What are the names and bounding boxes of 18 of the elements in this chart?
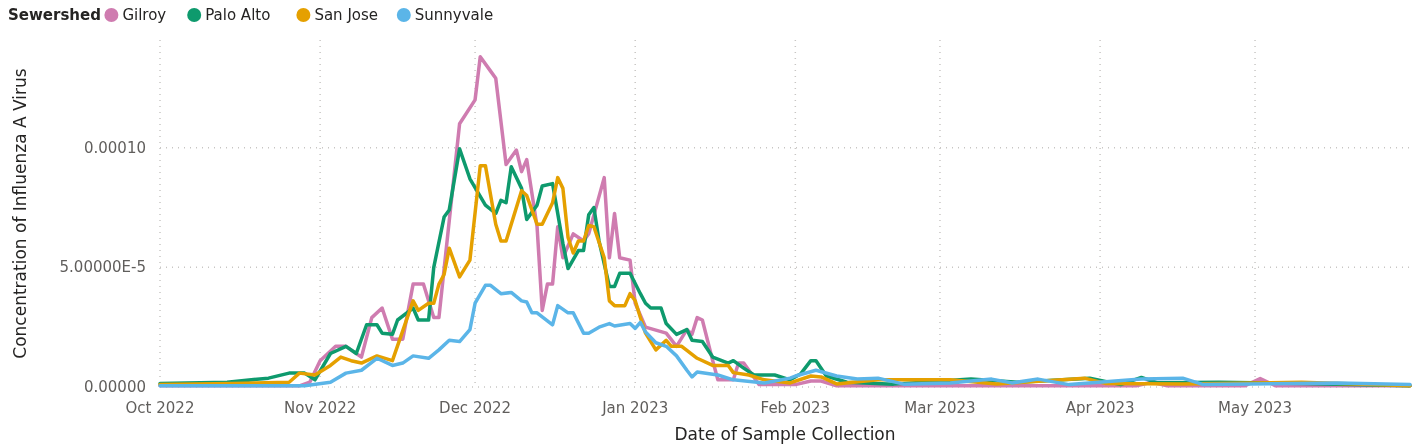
legend-label: San Jose — [314, 6, 379, 24]
x-tick-label: Dec 2022 — [439, 399, 512, 417]
x-tick-label: Mar 2023 — [904, 399, 976, 417]
x-tick-label: Feb 2023 — [760, 399, 831, 417]
x-tick-label: May 2023 — [1218, 399, 1293, 417]
y-tick-label: 0.00000 — [83, 378, 146, 396]
x-tick-label: Oct 2022 — [125, 399, 195, 417]
legend-title: Sewershed — [8, 6, 101, 24]
x-tick-label: Nov 2022 — [284, 399, 357, 417]
x-axis-title: Date of Sample Collection — [674, 424, 896, 444]
legend-label: Palo Alto — [205, 6, 271, 24]
x-tick-label: Apr 2023 — [1065, 399, 1135, 417]
y-axis-title: Concentration of Influenza A Virus — [10, 68, 30, 359]
y-tick-label: 0.00010 — [83, 138, 146, 157]
x-tick-label: Jan 2023 — [601, 399, 669, 417]
y-tick-label: 5.00000E-5 — [59, 258, 146, 277]
legend-label: Sunnyvale — [414, 6, 494, 24]
legend-label: Gilroy — [122, 6, 167, 24]
